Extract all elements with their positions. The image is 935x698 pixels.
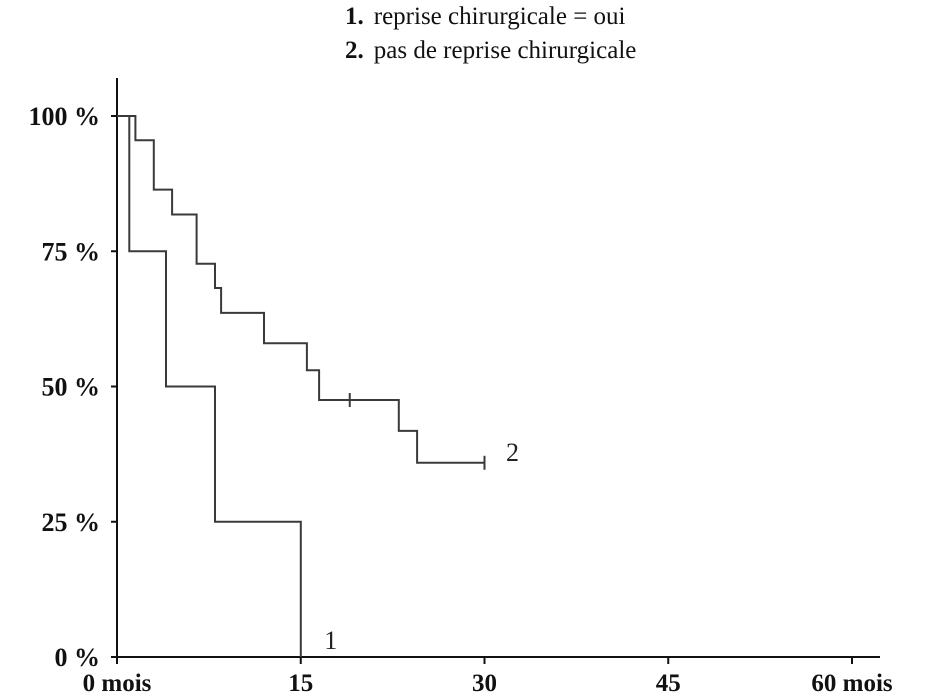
legend-text: reprise chirurgicale = oui (373, 3, 626, 30)
curve-group: 12 (117, 115, 519, 657)
y-tick-label: 100 % (29, 102, 101, 131)
survival-curve-2 (117, 115, 485, 464)
y-tick-label: 25 % (42, 508, 101, 537)
x-tick-label: 15 (288, 670, 313, 697)
x-tick-label: 30 (472, 670, 497, 697)
legend-item-1: 1. reprise chirurgicale = oui (345, 0, 636, 34)
x-tick-label: 0 mois (83, 670, 152, 697)
chart-legend: 1. reprise chirurgicale = oui 2. pas de re… (345, 0, 636, 68)
curve-label-1: 1 (324, 626, 337, 655)
y-tick-group: 0 % 25 % 50 % 75 % 100 % (29, 102, 117, 672)
x-tick-label: 60 mois (811, 670, 893, 697)
legend-item-2: 2. pas de reprise chirurgicale (345, 34, 636, 68)
y-tick-label: 75 % (42, 237, 101, 266)
x-tick-group: 0 mois 15 30 45 60 mois (83, 657, 893, 697)
legend-number: 2. (345, 37, 364, 64)
x-tick-label: 45 (656, 670, 681, 697)
curve-label-2: 2 (506, 438, 519, 467)
y-tick-label: 0 % (55, 643, 101, 672)
survival-curve-1 (117, 115, 302, 657)
legend-number: 1. (345, 3, 364, 30)
legend-text: pas de reprise chirurgicale (373, 37, 637, 64)
y-tick-label: 50 % (42, 373, 101, 402)
